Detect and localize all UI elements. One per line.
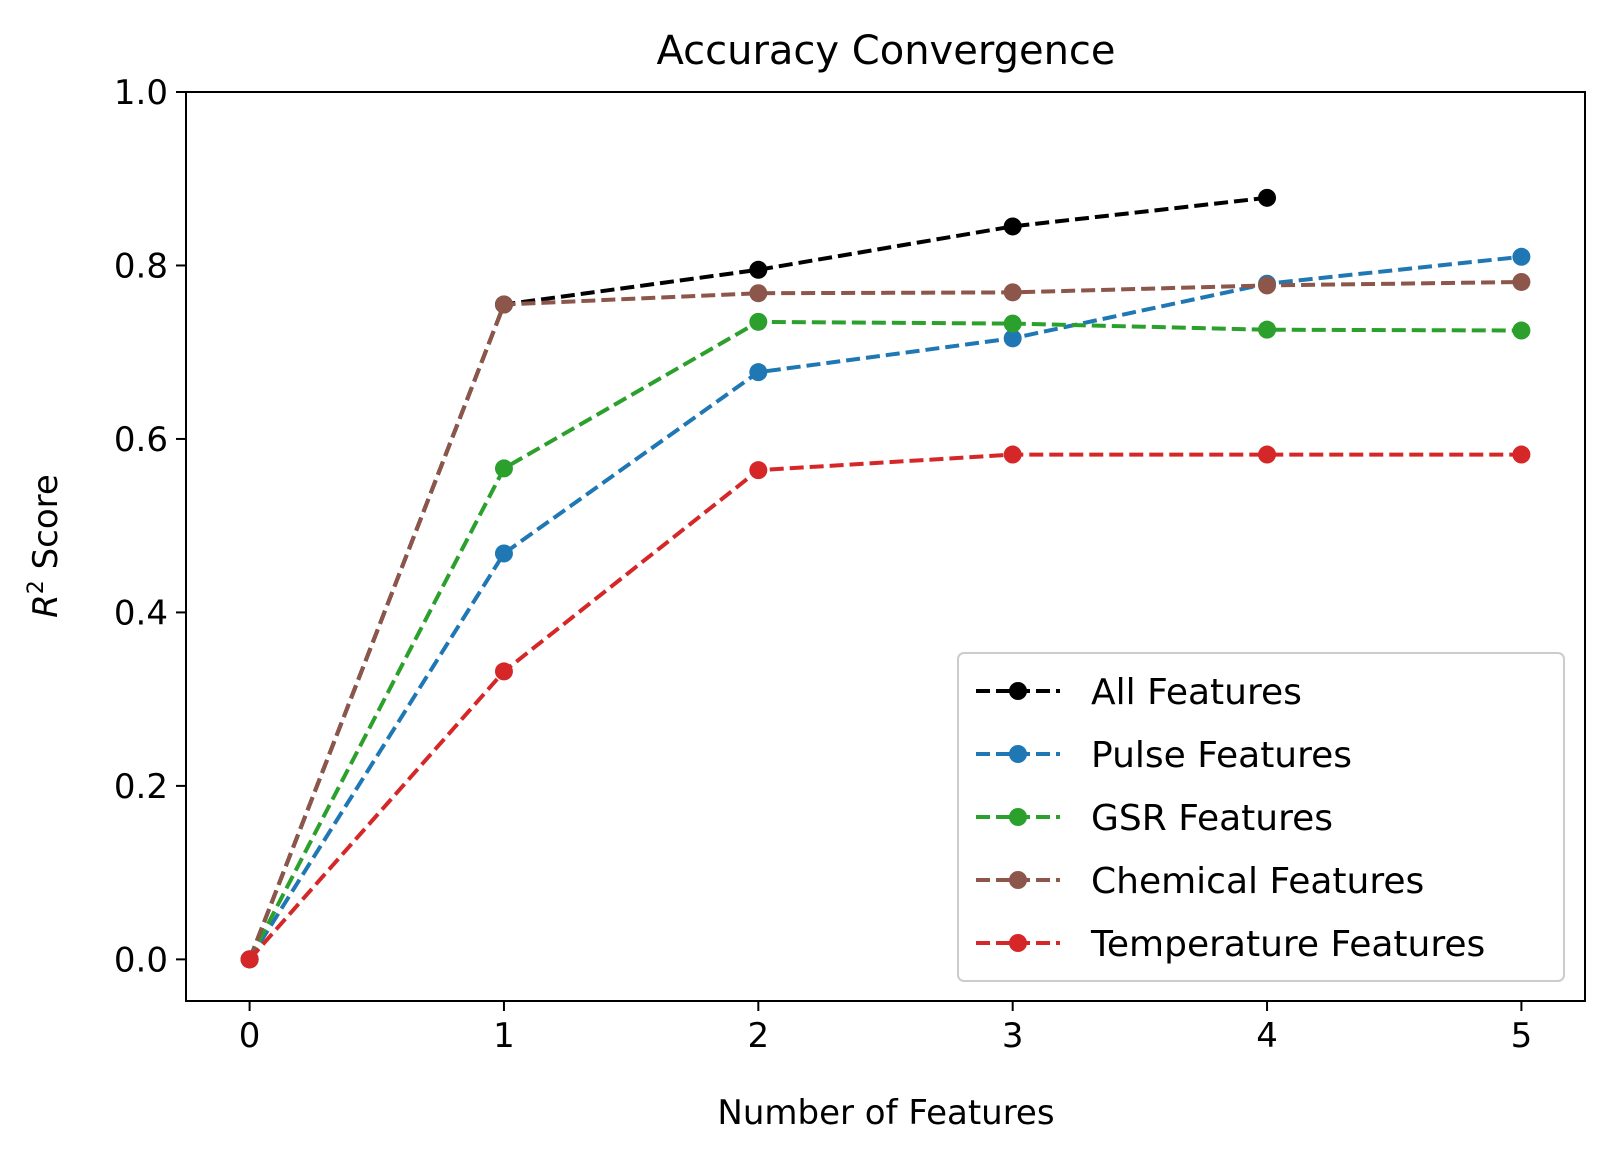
data-point-gsr-features xyxy=(1003,314,1022,333)
series-line-gsr-features xyxy=(247,319,1522,961)
y-axis-label-rest: Score xyxy=(26,474,66,580)
chart-title: Accuracy Convergence xyxy=(656,28,1115,74)
data-point-all-features xyxy=(1258,188,1277,207)
legend-label: GSR Features xyxy=(1091,798,1333,839)
legend: All Features Pulse Features GSR Features Ch… xyxy=(957,652,1565,982)
data-point-chemical-features xyxy=(1258,276,1277,295)
data-point-pulse-features xyxy=(749,363,768,382)
x-tick-label: 4 xyxy=(1256,1016,1278,1056)
data-point-temperature-features xyxy=(749,461,768,480)
legend-marker xyxy=(1009,871,1027,889)
data-point-gsr-features xyxy=(1512,321,1531,340)
x-axis-label: Number of Features xyxy=(717,1093,1054,1133)
legend-items: All Features Pulse Features GSR Features Ch… xyxy=(976,672,1485,965)
x-tick-label: 5 xyxy=(1511,1016,1533,1056)
x-tick-label: 0 xyxy=(239,1016,261,1056)
y-axis-label-main: R xyxy=(26,594,66,618)
y-axis-label-sup: 2 xyxy=(24,580,49,594)
data-point-gsr-features xyxy=(494,459,513,478)
y-tick-label: 0.2 xyxy=(114,767,168,807)
y-axis: 0.0 0.2 0.4 0.6 0.8 1.0 xyxy=(114,73,186,980)
legend-item: Pulse Features xyxy=(976,735,1352,776)
plot-frame xyxy=(185,91,1586,1002)
legend-item: Temperature Features xyxy=(976,924,1485,965)
data-point-gsr-features xyxy=(1258,320,1277,339)
data-point-temperature-features xyxy=(240,950,259,969)
data-point-temperature-features xyxy=(1003,445,1022,464)
legend-marker xyxy=(1009,745,1027,763)
data-point-pulse-features xyxy=(1512,247,1531,266)
x-tick-label: 1 xyxy=(493,1016,515,1056)
legend-label: Temperature Features xyxy=(1090,924,1485,965)
data-point-chemical-features xyxy=(494,295,513,314)
legend-marker xyxy=(1009,934,1027,952)
series-line-pulse-features xyxy=(247,254,1522,961)
legend-marker xyxy=(1009,682,1027,700)
data-point-temperature-features xyxy=(1512,445,1531,464)
y-tick-label: 0.6 xyxy=(114,420,168,460)
data-point-temperature-features xyxy=(1258,445,1277,464)
y-axis-label: R2 Score xyxy=(24,474,66,618)
y-tick-label: 0.4 xyxy=(114,593,168,633)
legend-item: GSR Features xyxy=(976,798,1333,839)
x-tick-label: 2 xyxy=(747,1016,769,1056)
series-temperature-features xyxy=(240,445,1531,969)
legend-label: Pulse Features xyxy=(1091,735,1352,776)
series-layer xyxy=(240,188,1531,969)
data-point-pulse-features xyxy=(1003,329,1022,348)
legend-label: All Features xyxy=(1091,672,1302,713)
data-point-chemical-features xyxy=(1512,272,1531,291)
series-line-temperature-features xyxy=(248,452,1522,961)
y-tick-label: 0.8 xyxy=(114,246,168,286)
data-point-chemical-features xyxy=(749,284,768,303)
data-point-all-features xyxy=(749,260,768,279)
data-point-gsr-features xyxy=(749,312,768,331)
data-point-chemical-features xyxy=(1003,283,1022,302)
x-tick-label: 3 xyxy=(1002,1016,1024,1056)
legend-box xyxy=(957,652,1565,982)
data-point-temperature-features xyxy=(494,662,513,681)
y-tick-label: 1.0 xyxy=(114,73,168,113)
legend-item: Chemical Features xyxy=(976,861,1424,902)
y-tick-label: 0.0 xyxy=(114,940,168,980)
x-axis: 0 1 2 3 4 5 xyxy=(239,1001,1532,1056)
data-point-all-features xyxy=(1003,217,1022,236)
data-point-pulse-features xyxy=(494,544,513,563)
legend-label: Chemical Features xyxy=(1091,861,1424,902)
legend-marker xyxy=(1009,808,1027,826)
legend-item: All Features xyxy=(976,672,1302,713)
series-line-chemical-features xyxy=(247,280,1522,961)
